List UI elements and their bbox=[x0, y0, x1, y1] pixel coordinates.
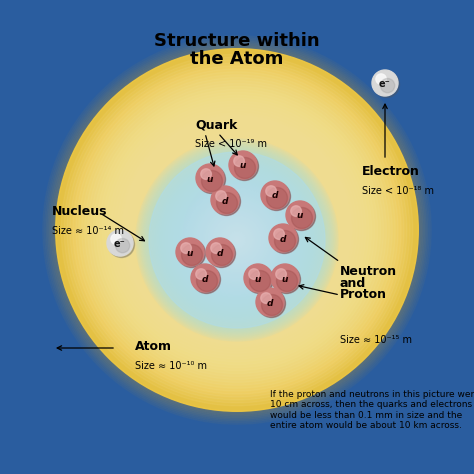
Circle shape bbox=[176, 179, 298, 301]
Circle shape bbox=[161, 154, 313, 306]
Text: u: u bbox=[207, 174, 213, 183]
Circle shape bbox=[135, 128, 339, 332]
Circle shape bbox=[79, 72, 395, 388]
Circle shape bbox=[191, 194, 283, 285]
Circle shape bbox=[174, 177, 300, 303]
Circle shape bbox=[217, 192, 237, 213]
Circle shape bbox=[100, 92, 374, 368]
Circle shape bbox=[106, 99, 368, 361]
Circle shape bbox=[145, 148, 329, 332]
Circle shape bbox=[236, 239, 238, 241]
Circle shape bbox=[135, 128, 339, 333]
Circle shape bbox=[193, 196, 281, 284]
Circle shape bbox=[156, 149, 318, 311]
Circle shape bbox=[214, 217, 260, 263]
Circle shape bbox=[208, 239, 236, 267]
Circle shape bbox=[77, 70, 397, 390]
Circle shape bbox=[85, 78, 389, 383]
Circle shape bbox=[123, 116, 351, 344]
Circle shape bbox=[208, 201, 266, 259]
Circle shape bbox=[158, 151, 316, 309]
Circle shape bbox=[244, 264, 272, 292]
Circle shape bbox=[105, 98, 369, 362]
Circle shape bbox=[271, 264, 299, 292]
Circle shape bbox=[211, 204, 263, 256]
Circle shape bbox=[143, 136, 331, 324]
Text: e⁻: e⁻ bbox=[379, 79, 391, 89]
Circle shape bbox=[228, 231, 246, 249]
Circle shape bbox=[128, 122, 346, 338]
Circle shape bbox=[172, 165, 302, 295]
Circle shape bbox=[164, 157, 310, 303]
Circle shape bbox=[148, 152, 326, 328]
Circle shape bbox=[182, 245, 202, 265]
Text: Size ≈ 10⁻¹⁰ m: Size ≈ 10⁻¹⁰ m bbox=[135, 361, 207, 371]
Circle shape bbox=[211, 186, 239, 214]
Circle shape bbox=[249, 269, 259, 279]
Circle shape bbox=[266, 188, 288, 209]
Circle shape bbox=[109, 102, 365, 358]
Circle shape bbox=[64, 57, 410, 403]
Circle shape bbox=[209, 212, 265, 268]
Circle shape bbox=[229, 151, 257, 179]
Circle shape bbox=[140, 133, 334, 327]
Circle shape bbox=[96, 89, 378, 371]
Circle shape bbox=[141, 144, 333, 336]
Text: Atom: Atom bbox=[135, 340, 172, 353]
Circle shape bbox=[210, 202, 264, 257]
Circle shape bbox=[220, 224, 254, 256]
Circle shape bbox=[236, 228, 238, 232]
Circle shape bbox=[212, 215, 262, 265]
Circle shape bbox=[152, 145, 322, 315]
Circle shape bbox=[143, 136, 331, 324]
Circle shape bbox=[212, 188, 240, 216]
Circle shape bbox=[171, 164, 303, 296]
Circle shape bbox=[109, 231, 135, 257]
Text: Nucleus: Nucleus bbox=[52, 205, 108, 218]
Circle shape bbox=[230, 224, 244, 237]
Circle shape bbox=[256, 288, 284, 316]
Circle shape bbox=[94, 88, 380, 373]
Text: Size ≈ 10⁻¹⁵ m: Size ≈ 10⁻¹⁵ m bbox=[340, 335, 412, 345]
Circle shape bbox=[225, 219, 249, 242]
Circle shape bbox=[142, 145, 332, 335]
Circle shape bbox=[103, 96, 371, 365]
Circle shape bbox=[117, 110, 357, 350]
Circle shape bbox=[90, 82, 384, 377]
Circle shape bbox=[202, 195, 272, 265]
Circle shape bbox=[163, 155, 311, 304]
Circle shape bbox=[229, 232, 245, 247]
Circle shape bbox=[132, 125, 342, 335]
Circle shape bbox=[67, 60, 407, 400]
Circle shape bbox=[274, 229, 284, 239]
Circle shape bbox=[194, 197, 280, 283]
Circle shape bbox=[197, 200, 277, 281]
Circle shape bbox=[205, 198, 269, 262]
Circle shape bbox=[149, 142, 325, 318]
Circle shape bbox=[269, 224, 297, 252]
Circle shape bbox=[120, 113, 354, 346]
Circle shape bbox=[170, 163, 304, 297]
Circle shape bbox=[271, 226, 299, 254]
Text: d: d bbox=[280, 235, 286, 244]
Circle shape bbox=[128, 121, 346, 338]
Circle shape bbox=[138, 141, 336, 338]
Circle shape bbox=[178, 172, 296, 289]
Circle shape bbox=[140, 143, 334, 337]
Circle shape bbox=[148, 141, 326, 319]
Circle shape bbox=[93, 86, 381, 374]
Circle shape bbox=[231, 234, 243, 246]
Circle shape bbox=[108, 101, 366, 359]
Circle shape bbox=[169, 162, 305, 298]
Circle shape bbox=[187, 180, 287, 280]
Circle shape bbox=[174, 167, 300, 293]
Circle shape bbox=[137, 129, 337, 330]
Circle shape bbox=[192, 265, 220, 293]
Circle shape bbox=[166, 169, 308, 311]
Circle shape bbox=[195, 188, 279, 272]
Circle shape bbox=[232, 225, 242, 235]
Circle shape bbox=[246, 265, 273, 293]
Circle shape bbox=[262, 294, 283, 316]
Text: Size < 10⁻¹⁸ m: Size < 10⁻¹⁸ m bbox=[362, 186, 434, 196]
